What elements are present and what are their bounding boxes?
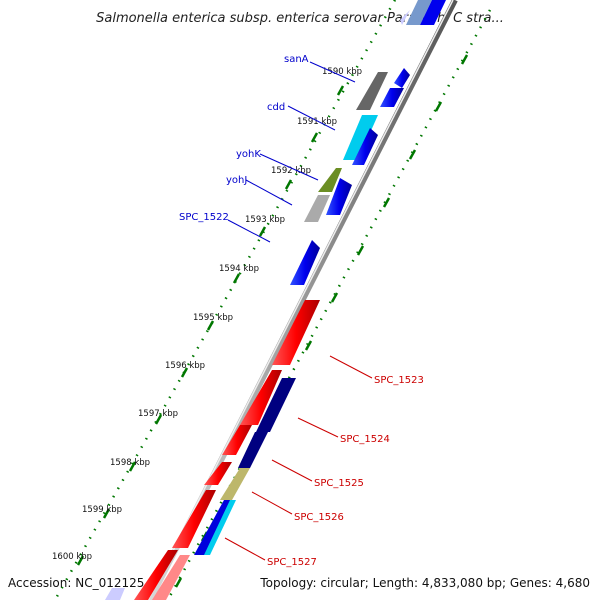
- label-sanA: sanA: [284, 54, 309, 65]
- gene-SPC_1524: [256, 378, 296, 432]
- gene-SPC_1526: [172, 490, 216, 548]
- label-SPC_1525: SPC_1525: [314, 478, 364, 489]
- tick-label-1593: 1593 kbp: [245, 215, 285, 225]
- gene-yohJ: [304, 195, 330, 222]
- gene-SPC_1527: [134, 550, 178, 600]
- gene-SPC_1522: [290, 240, 320, 285]
- tick-labels: 1590 kbp 1591 kbp 1592 kbp 1593 kbp 1594…: [52, 67, 362, 566]
- forward-labels: sanA cdd yohK yohJ SPC_1522: [179, 54, 356, 243]
- tick-label-1595: 1595 kbp: [193, 313, 233, 323]
- accession-text: Accession: NC_012125: [8, 576, 144, 590]
- gene-red-3: [222, 425, 252, 455]
- reverse-genes: [105, 300, 320, 600]
- gene-SPC_1523: [272, 300, 320, 365]
- tick-label-1599: 1599 kbp: [82, 505, 122, 515]
- label-SPC_1527: SPC_1527: [267, 557, 317, 568]
- tick-label-1594: 1594 kbp: [219, 264, 259, 274]
- gene-red-4: [204, 462, 232, 485]
- genome-summary-text: Topology: circular; Length: 4,833,080 bp…: [259, 576, 590, 590]
- gene-khaki: [220, 468, 250, 500]
- label-SPC_1522: SPC_1522: [179, 212, 229, 223]
- gene-blue-3: [352, 128, 378, 165]
- gene-cdd: [343, 115, 378, 160]
- reverse-labels: SPC_1523 SPC_1524 SPC_1525 SPC_1526 SPC_…: [224, 355, 424, 568]
- tick-label-1596: 1596 kbp: [165, 361, 205, 371]
- label-SPC_1526: SPC_1526: [294, 512, 344, 523]
- inner-tick-ring: [53, 0, 397, 600]
- gene-top-blue: [420, 0, 446, 25]
- gene-blue-rev: [194, 500, 232, 555]
- label-SPC_1523: SPC_1523: [374, 375, 424, 386]
- label-SPC_1524: SPC_1524: [340, 434, 390, 445]
- label-yohJ: yohJ: [226, 175, 247, 186]
- label-cdd: cdd: [267, 102, 285, 113]
- tick-label-1597: 1597 kbp: [138, 409, 178, 419]
- gene-cyan-rev: [204, 500, 236, 555]
- gene-yohK: [318, 168, 342, 192]
- gene-red-light: [152, 555, 190, 600]
- backbone: [147, 0, 458, 600]
- gene-top-lightblue: [406, 0, 432, 25]
- tick-label-1590: 1590 kbp: [322, 67, 362, 77]
- gene-blue-2: [380, 88, 404, 107]
- gene-red-2: [240, 370, 282, 425]
- gene-blue-4: [326, 178, 352, 215]
- outer-tick-ring: [168, 9, 492, 597]
- gene-sanA: [356, 72, 388, 110]
- tick-label-1592: 1592 kbp: [271, 166, 311, 176]
- gene-SPC_1525: [238, 432, 268, 468]
- tick-label-1600: 1600 kbp: [52, 552, 92, 562]
- label-yohK: yohK: [236, 149, 261, 160]
- tick-label-1598: 1598 kbp: [110, 458, 150, 468]
- gene-blue-1: [394, 68, 410, 88]
- tick-label-1591: 1591 kbp: [297, 117, 337, 127]
- forward-genes: [290, 0, 446, 285]
